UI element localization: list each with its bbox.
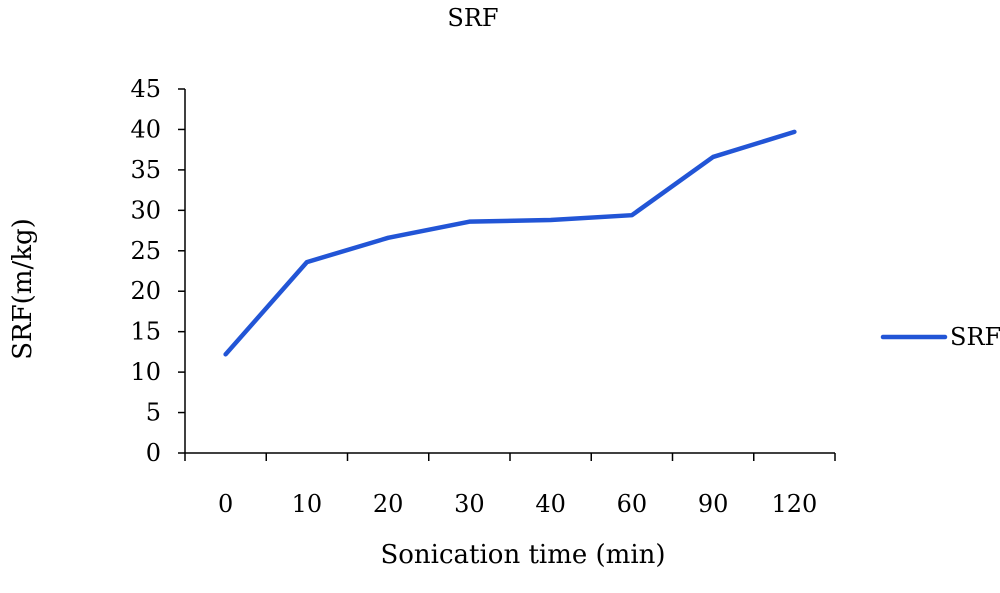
y-tick-label: 40 xyxy=(130,115,161,143)
x-tick-label: 10 xyxy=(292,490,323,518)
axes-group: 0 5 10 15 20 25 30 35 40 45 0 10 20 30 40 60 90 120 xyxy=(130,75,835,518)
x-tick-label: 40 xyxy=(535,490,566,518)
y-tick-label: 35 xyxy=(130,156,161,184)
y-tick-label: 10 xyxy=(130,358,161,386)
y-tick-label: 5 xyxy=(146,399,161,427)
x-tick-label: 90 xyxy=(698,490,729,518)
y-tick-label: 25 xyxy=(130,237,161,265)
chart-title: SRF xyxy=(447,4,498,32)
x-tick-label: 60 xyxy=(617,490,648,518)
y-axis-title: SRF(m/kg) xyxy=(8,218,38,360)
x-axis-title: Sonication time (min) xyxy=(380,540,665,570)
x-tick-label: 120 xyxy=(771,490,817,518)
legend: SRF xyxy=(883,323,1000,351)
series-group xyxy=(226,132,795,354)
y-tick-label: 20 xyxy=(130,277,161,305)
y-tick-label: 30 xyxy=(130,196,161,224)
series-line xyxy=(226,132,795,354)
y-tick-label: 0 xyxy=(146,439,161,467)
x-tick-label: 30 xyxy=(454,490,485,518)
y-tick-label: 15 xyxy=(130,318,161,346)
legend-label: SRF xyxy=(950,323,1000,351)
x-tick-label: 0 xyxy=(218,490,233,518)
x-tick-label: 20 xyxy=(373,490,404,518)
y-tick-label: 45 xyxy=(130,75,161,103)
